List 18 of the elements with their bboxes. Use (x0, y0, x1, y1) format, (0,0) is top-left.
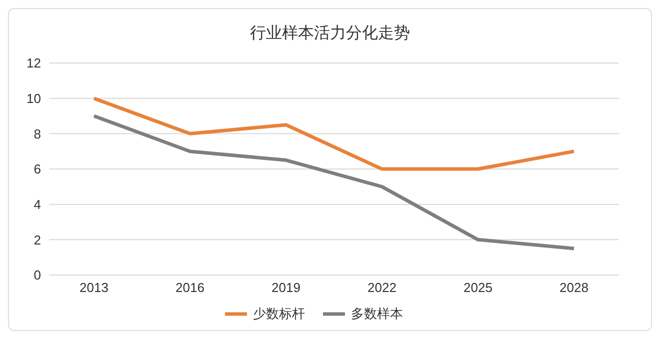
y-tick-label: 0 (34, 268, 41, 283)
x-tick-label: 2025 (464, 280, 492, 296)
line-series (92, 96, 576, 171)
y-tick-label: 8 (34, 126, 41, 142)
chart-title: 行业样本活力分化走势 (249, 22, 411, 44)
line-series (92, 114, 576, 250)
x-tick-label: 2016 (176, 280, 204, 296)
y-tick-label: 12 (26, 56, 41, 71)
x-tick-label: 2019 (272, 280, 300, 296)
legend-label: 多数样本 (351, 306, 403, 323)
legend-label: 少数标杆 (253, 306, 305, 323)
y-tick-label: 6 (34, 162, 41, 177)
x-tick-label: 2028 (560, 280, 588, 296)
y-tick-label: 10 (26, 90, 41, 106)
x-tick-label: 2013 (80, 280, 108, 296)
x-tick-label: 2022 (368, 280, 396, 296)
y-tick-label: 2 (34, 232, 41, 248)
y-tick-label: 4 (34, 196, 41, 212)
